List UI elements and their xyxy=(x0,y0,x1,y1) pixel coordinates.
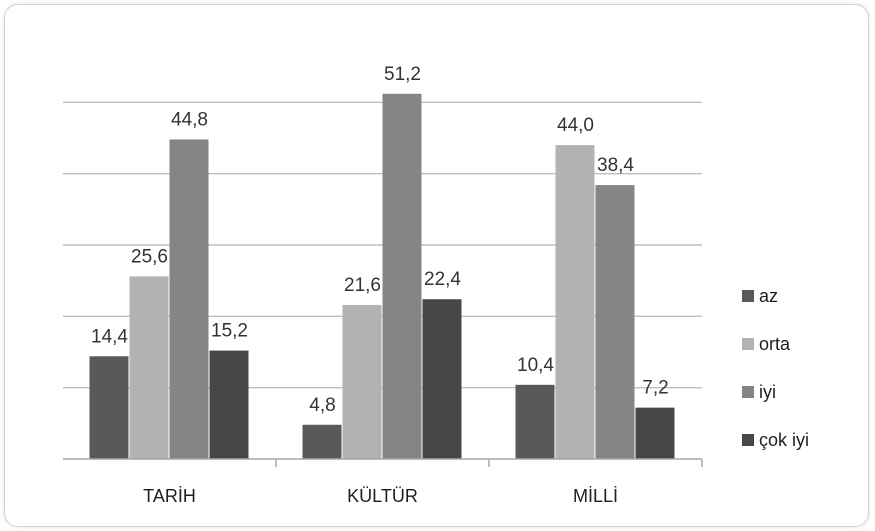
chart-frame: 14,4 4,8 10,4 25,6 21,6 44,0 44,8 51,2 38,4 15,2 2… xyxy=(4,4,869,527)
bar-çok-iyi-0 xyxy=(209,350,249,459)
bar-orta-2 xyxy=(555,145,595,459)
legend-label: iyi xyxy=(759,382,776,402)
data-label: 10,4 xyxy=(517,355,554,376)
legend: az orta iyi çok iyi xyxy=(742,286,809,450)
bar-iyi-1 xyxy=(382,93,422,460)
bar-az-2 xyxy=(515,384,555,459)
legend-label: çok iyi xyxy=(759,430,809,450)
bar-chart: 14,4 4,8 10,4 25,6 21,6 44,0 44,8 51,2 38,4 15,2 2… xyxy=(63,54,809,506)
data-label: 22,4 xyxy=(424,269,461,290)
legend-swatch-iyi xyxy=(742,386,754,398)
bar-çok-iyi-1 xyxy=(422,299,462,459)
legend-label: az xyxy=(759,286,778,306)
bar-iyi-0 xyxy=(169,139,209,459)
bars xyxy=(89,93,675,460)
x-axis: TARİH KÜLTÜR MİLLİ xyxy=(63,458,703,506)
data-label: 25,6 xyxy=(131,246,168,267)
legend-swatch-az xyxy=(742,290,754,302)
data-label: 14,4 xyxy=(91,326,128,347)
bar-çok-iyi-2 xyxy=(635,407,675,459)
data-label: 4,8 xyxy=(309,395,335,416)
x-tick-label: KÜLTÜR xyxy=(347,486,418,506)
data-label: 44,8 xyxy=(171,109,208,130)
bar-az-1 xyxy=(302,424,342,459)
legend-label: orta xyxy=(759,334,791,354)
bar-orta-0 xyxy=(129,276,169,459)
x-tick-label: MİLLİ xyxy=(573,486,618,506)
bar-iyi-2 xyxy=(595,185,635,459)
legend-swatch-çok-iyi xyxy=(742,434,754,446)
data-label: 21,6 xyxy=(344,275,381,296)
data-label: 7,2 xyxy=(642,378,668,399)
bar-orta-1 xyxy=(342,304,382,459)
data-label: 51,2 xyxy=(384,64,421,85)
legend-swatch-orta xyxy=(742,338,754,350)
data-label: 38,4 xyxy=(597,155,634,176)
data-label: 44,0 xyxy=(557,115,594,136)
bar-az-0 xyxy=(89,356,129,459)
x-tick-label: TARİH xyxy=(143,486,196,506)
data-label: 15,2 xyxy=(211,321,248,342)
data-labels: 14,4 4,8 10,4 25,6 21,6 44,0 44,8 51,2 38,4 15,2 2… xyxy=(91,64,669,416)
